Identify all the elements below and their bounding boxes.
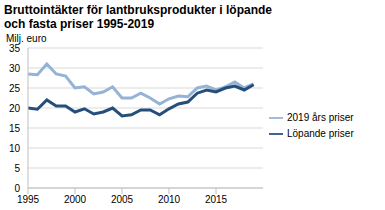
svg-text:30: 30 bbox=[9, 63, 21, 74]
svg-text:15: 15 bbox=[9, 123, 21, 134]
svg-text:1995: 1995 bbox=[17, 194, 40, 205]
html-text:2019 års priser: 2019 års priser bbox=[287, 112, 354, 123]
svg-text:2015: 2015 bbox=[205, 194, 228, 205]
html-text:Bruttointäkter för lantbrukspr: Bruttointäkter för lantbruksprodukter i … bbox=[4, 3, 272, 31]
svg-text:25: 25 bbox=[9, 83, 21, 94]
svg-text:20: 20 bbox=[9, 103, 21, 114]
html-text:Milj. euro: Milj. euro bbox=[6, 33, 47, 44]
html-text:Löpande priser: Löpande priser bbox=[287, 128, 354, 139]
svg-text:2005: 2005 bbox=[111, 194, 134, 205]
svg-text:2010: 2010 bbox=[158, 194, 181, 205]
svg-text:35: 35 bbox=[9, 43, 21, 54]
svg-text:0: 0 bbox=[14, 183, 20, 194]
svg-text:5: 5 bbox=[14, 163, 20, 174]
svg-text:2000: 2000 bbox=[64, 194, 87, 205]
svg-text:10: 10 bbox=[9, 143, 21, 154]
